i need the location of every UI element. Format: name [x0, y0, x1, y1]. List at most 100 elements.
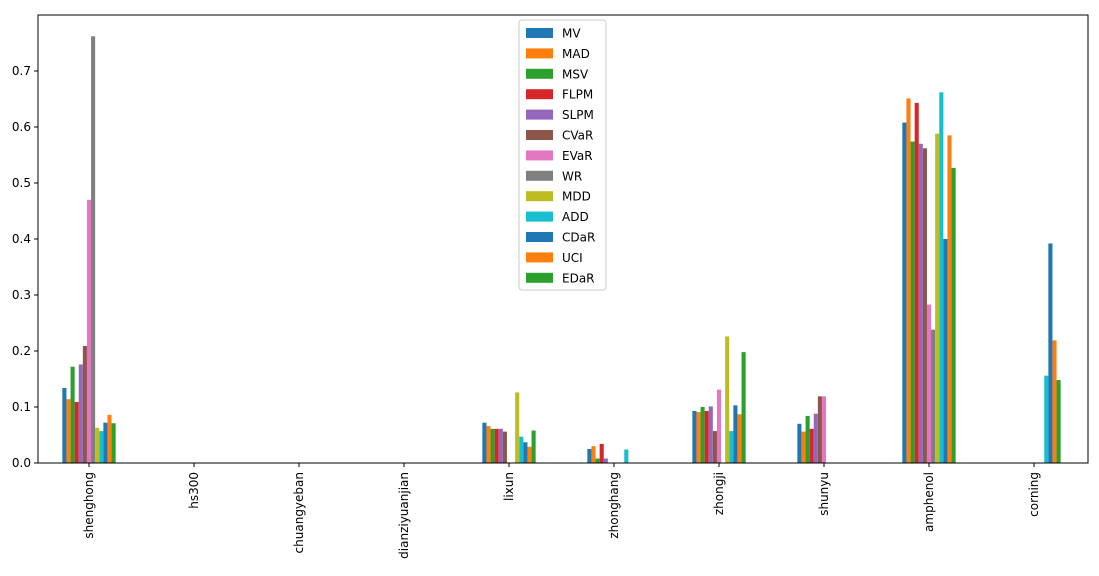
x-tick-label-corning: corning [1027, 472, 1041, 517]
legend-swatch-mdd [526, 191, 553, 202]
legend-swatch-add [526, 211, 553, 222]
y-tick-label: 0.1 [12, 400, 31, 414]
bar-cvar-amphenol [922, 148, 927, 463]
bar-slpm-zhonghang [603, 458, 608, 463]
bar-mv-shenghong [62, 387, 67, 463]
bar-slpm-lixun [498, 428, 503, 463]
bar-mad-shenghong [66, 399, 71, 463]
y-tick-label: 0.5 [12, 176, 31, 190]
y-tick-label: 0.0 [12, 456, 31, 470]
legend-swatch-msv [526, 68, 553, 79]
bar-add-lixun [519, 436, 524, 463]
bar-edar-corning [1056, 380, 1061, 463]
legend-label-mdd: MDD [562, 190, 591, 204]
legend-swatch-wr [526, 170, 553, 181]
bar-uci-amphenol [947, 135, 952, 463]
legend-label-mv: MV [562, 27, 581, 41]
bar-mad-zhongji [696, 412, 701, 463]
legend-label-uci: UCI [562, 251, 583, 265]
bar-evar-amphenol [926, 304, 932, 463]
legend-swatch-edar [526, 272, 553, 283]
bar-cvar-shunyu [817, 396, 822, 463]
bar-mad-lixun [486, 426, 491, 463]
bar-mad-amphenol [906, 98, 911, 463]
bar-add-amphenol [939, 92, 944, 463]
bar-evar-shunyu [821, 396, 827, 463]
bar-wr-amphenol [931, 329, 936, 463]
bar-uci-lixun [527, 446, 532, 463]
legend-swatch-mad [526, 48, 553, 59]
bar-evar-zhongji [716, 389, 722, 463]
bar-edar-shenghong [111, 423, 116, 463]
x-tick-label-dianziyuanjian: dianziyuanjian [397, 472, 411, 559]
bar-mdd-lixun [515, 392, 520, 463]
legend-swatch-uci [526, 252, 553, 263]
bar-cvar-shenghong [82, 345, 87, 463]
legend-label-msv: MSV [562, 67, 589, 81]
bar-cvar-zhongji [712, 431, 717, 463]
bar-slpm-amphenol [918, 143, 923, 464]
bar-cdar-zhongji [733, 405, 738, 463]
legend-label-mad: MAD [562, 47, 590, 61]
legend-swatch-cdar [526, 232, 553, 242]
bar-add-zhonghang [624, 449, 629, 463]
bar-slpm-shenghong [78, 364, 83, 463]
x-tick-label-hs300: hs300 [187, 472, 201, 509]
bar-mad-shunyu [801, 431, 806, 463]
bar-uci-shenghong [107, 414, 112, 463]
bar-cdar-amphenol [943, 239, 948, 463]
x-tick-label-zhongji: zhongji [712, 472, 726, 515]
legend-label-slpm: SLPM [562, 108, 594, 122]
bar-mv-zhonghang [587, 449, 592, 463]
y-tick-label: 0.3 [12, 288, 31, 302]
bar-mv-zhongji [692, 410, 697, 463]
bar-mv-shunyu [797, 423, 802, 463]
bar-flpm-shunyu [809, 428, 814, 463]
y-tick-label: 0.7 [12, 64, 31, 78]
bar-msv-amphenol [910, 141, 915, 463]
legend-swatch-flpm [526, 89, 553, 100]
y-axis: 0.0 0.1 0.2 0.3 0.4 0.5 0.6 0.7 [12, 64, 38, 470]
bar-cdar-shenghong [103, 422, 108, 463]
legend: MV MAD MSV FLPM SLPM CVaR EVaR WR MDD ADD CDaR UCI E… [518, 19, 607, 291]
bar-cvar-lixun [502, 431, 507, 463]
y-tick-label: 0.6 [12, 120, 31, 134]
bar-mv-lixun [482, 422, 487, 463]
bar-flpm-shenghong [74, 401, 79, 463]
bar-flpm-zhongji [704, 410, 709, 463]
legend-label-add: ADD [562, 210, 589, 224]
x-tick-label-lixun: lixun [502, 472, 516, 501]
x-tick-label-shenghong: shenghong [82, 472, 96, 539]
x-tick-label-zhonghang: zhonghang [607, 472, 621, 539]
bar-mad-zhonghang [591, 446, 596, 463]
legend-label-cdar: CDaR [562, 231, 595, 245]
y-tick-label: 0.4 [12, 232, 31, 246]
legend-label-cvar: CVaR [562, 129, 593, 143]
bar-edar-lixun [531, 430, 536, 463]
bar-msv-shenghong [70, 366, 75, 463]
bar-flpm-amphenol [914, 102, 919, 464]
y-tick-label: 0.2 [12, 344, 31, 358]
legend-label-wr: WR [562, 169, 582, 183]
bar-mdd-amphenol [935, 133, 940, 463]
bar-add-shenghong [99, 431, 104, 463]
bar-msv-lixun [490, 428, 495, 463]
bar-cdar-lixun [523, 442, 528, 463]
legend-swatch-slpm [526, 109, 553, 120]
bar-evar-shenghong [86, 199, 92, 464]
legend-label-edar: EDaR [562, 271, 595, 285]
bar-wr-shenghong [91, 36, 96, 463]
x-tick-label-shunyu: shunyu [817, 472, 831, 516]
bar-msv-shunyu [805, 415, 810, 463]
bar-uci-zhongji [737, 414, 742, 463]
bar-flpm-lixun [494, 428, 499, 463]
bar-edar-zhongji [741, 352, 746, 463]
bar-edar-amphenol [951, 167, 956, 463]
bar-mv-amphenol [902, 122, 907, 464]
x-tick-label-amphenol: amphenol [922, 472, 936, 532]
bar-add-corning [1044, 375, 1049, 463]
x-axis: shenghong hs300 chuangyeban dianziyuanjian l… [82, 463, 1041, 559]
legend-label-flpm: FLPM [562, 88, 593, 102]
legend-box [518, 19, 607, 291]
